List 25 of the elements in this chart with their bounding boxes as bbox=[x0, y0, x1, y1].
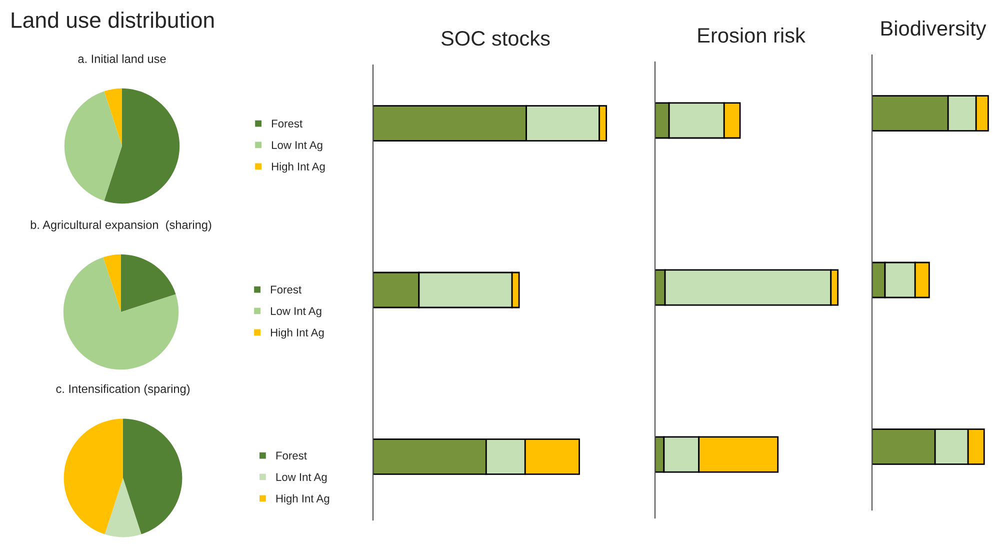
chart-title: SOC stocks bbox=[441, 30, 550, 46]
pie-slice bbox=[103, 254, 121, 312]
chart-title: Biodiversity bbox=[881, 20, 986, 40]
text: Land use distribution bbox=[12, 12, 214, 28]
pie-slice bbox=[121, 254, 176, 312]
legend-label: Low Int Ag bbox=[270, 307, 322, 318]
pie-slice bbox=[64, 418, 123, 534]
legend-label: High Int Ag bbox=[276, 494, 330, 505]
legend-label: Forest bbox=[270, 286, 302, 294]
legend-label: Low Int Ag bbox=[272, 141, 322, 152]
pie-slice bbox=[104, 88, 122, 146]
legend-label: High Int Ag bbox=[272, 162, 325, 173]
chart-title: Erosion risk bbox=[698, 27, 806, 43]
pie-slice bbox=[123, 418, 182, 534]
pie-slice bbox=[104, 478, 142, 538]
legend-label: High Int Ag bbox=[270, 328, 324, 339]
chart-title: c. Intensification (sparing) bbox=[56, 384, 190, 396]
legend-label: Low Int Ag bbox=[276, 473, 327, 484]
chart-title: b. Agricultural expansion (sharing) bbox=[30, 220, 212, 232]
pie-slice bbox=[104, 88, 180, 204]
legend-label: Forest bbox=[276, 452, 307, 460]
pie-slice bbox=[63, 257, 179, 370]
legend-label: Forest bbox=[272, 120, 302, 128]
pie-slice bbox=[64, 91, 122, 201]
chart-title: a. Initial land use bbox=[78, 54, 166, 64]
